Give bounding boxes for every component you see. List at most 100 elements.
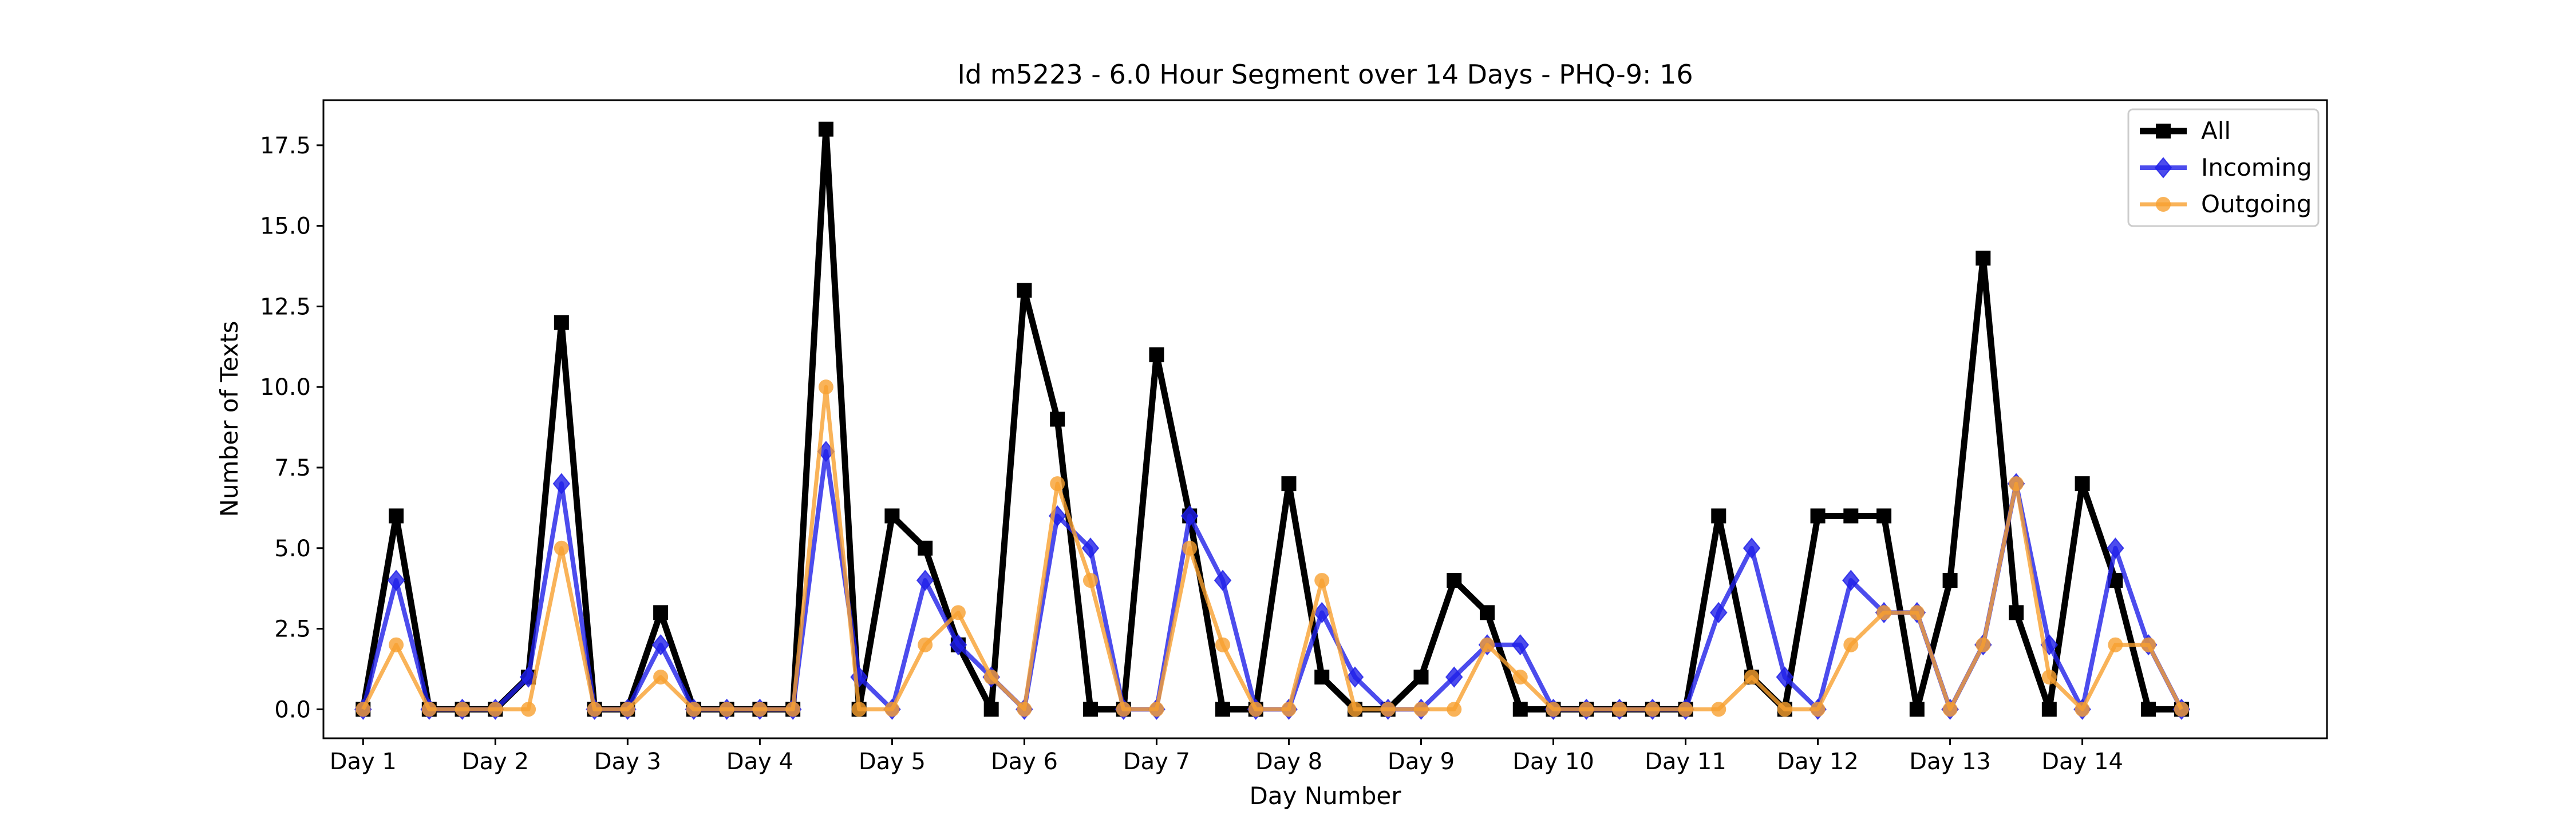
y-tick-label: 5.0 xyxy=(274,536,311,562)
data-point-outgoing xyxy=(1645,702,1660,717)
data-point-outgoing xyxy=(2141,637,2156,652)
legend-label-incoming: Incoming xyxy=(2201,153,2312,181)
x-tick-label: Day 4 xyxy=(726,749,793,775)
legend-marker-outgoing xyxy=(2156,197,2171,212)
x-tick-label: Day 14 xyxy=(2041,749,2123,775)
data-point-outgoing xyxy=(653,670,669,685)
data-point-outgoing xyxy=(521,702,536,717)
data-point-outgoing xyxy=(455,702,470,717)
data-point-outgoing xyxy=(1579,702,1594,717)
data-point-outgoing xyxy=(1843,637,1859,652)
data-point-outgoing xyxy=(1380,702,1396,717)
data-point-outgoing xyxy=(818,379,833,395)
data-point-all xyxy=(2009,605,2024,620)
series-line-all xyxy=(359,126,2182,713)
data-point-outgoing xyxy=(1546,702,1561,717)
data-point-incoming xyxy=(1743,537,1761,559)
data-point-all xyxy=(1050,411,1065,427)
data-point-outgoing xyxy=(785,702,801,717)
data-point-all xyxy=(2141,702,2156,717)
x-tick-label: Day 10 xyxy=(1512,749,1594,775)
x-axis-label: Day Number xyxy=(1249,782,1401,810)
data-point-outgoing xyxy=(2174,702,2189,717)
x-tick-label: Day 1 xyxy=(330,749,397,775)
data-point-outgoing xyxy=(1215,637,1230,652)
legend: All Incoming Outgoing xyxy=(2127,108,2320,227)
data-point-incoming xyxy=(916,569,934,591)
x-tick-label: Day 8 xyxy=(1255,749,1322,775)
data-point-all xyxy=(1447,573,1462,588)
data-point-outgoing xyxy=(686,702,701,717)
y-axis-label: Number of Texts xyxy=(215,321,243,517)
data-point-outgoing xyxy=(1182,540,1198,556)
data-point-incoming xyxy=(1842,569,1860,591)
data-point-outgoing xyxy=(950,605,966,620)
data-point-all xyxy=(1810,508,1826,524)
x-tick-label: Day 7 xyxy=(1123,749,1190,775)
data-point-incoming xyxy=(1709,602,1728,623)
x-tick-label: Day 6 xyxy=(991,749,1058,775)
data-point-all xyxy=(1942,573,1958,588)
data-point-outgoing xyxy=(488,702,503,717)
data-point-outgoing xyxy=(1050,476,1065,492)
data-point-all xyxy=(1976,250,1991,266)
data-point-outgoing xyxy=(752,702,768,717)
data-point-outgoing xyxy=(1678,702,1693,717)
legend-marker-incoming xyxy=(2154,157,2172,179)
data-point-incoming xyxy=(1511,634,1530,656)
data-point-outgoing xyxy=(1149,702,1164,717)
data-point-incoming xyxy=(949,634,967,656)
data-point-all xyxy=(554,315,569,330)
y-tick-label: 15.0 xyxy=(260,213,311,240)
y-tick-label: 12.5 xyxy=(260,294,311,320)
series-lines xyxy=(354,121,2191,720)
data-point-outgoing xyxy=(421,702,437,717)
data-point-outgoing xyxy=(1480,637,1495,652)
data-point-all xyxy=(1215,702,1230,717)
y-tick-label: 0.0 xyxy=(274,697,311,723)
data-point-all xyxy=(1876,508,1892,524)
data-point-incoming xyxy=(1313,602,1331,623)
data-point-all xyxy=(1909,702,1925,717)
data-point-outgoing xyxy=(2009,476,2024,492)
series-line-outgoing xyxy=(361,385,2183,711)
data-point-all xyxy=(2041,702,2057,717)
legend-label-all: All xyxy=(2201,117,2231,145)
series-all xyxy=(355,121,2189,717)
data-point-outgoing xyxy=(389,637,404,652)
data-point-all xyxy=(1281,476,1297,492)
data-point-outgoing xyxy=(1281,702,1297,717)
legend-box xyxy=(2127,108,2320,227)
data-point-all xyxy=(1480,605,1495,620)
legend-marker-all xyxy=(2156,124,2171,139)
data-point-incoming xyxy=(1081,537,1100,559)
x-tick-label: Day 12 xyxy=(1777,749,1859,775)
data-point-all xyxy=(389,508,404,524)
data-point-all xyxy=(1149,347,1164,362)
data-point-incoming xyxy=(552,473,571,494)
y-tick-label: 10.0 xyxy=(260,374,311,401)
data-point-outgoing xyxy=(1314,573,1330,588)
data-point-outgoing xyxy=(554,540,569,556)
data-point-outgoing xyxy=(1612,702,1627,717)
data-point-all xyxy=(983,702,999,717)
data-point-outgoing xyxy=(1909,605,1925,620)
data-point-outgoing xyxy=(1810,702,1826,717)
data-point-incoming xyxy=(1214,569,1232,591)
data-point-outgoing xyxy=(983,670,999,685)
data-point-outgoing xyxy=(587,702,602,717)
data-point-outgoing xyxy=(884,702,900,717)
data-point-all xyxy=(1017,283,1032,298)
data-point-incoming xyxy=(1180,505,1199,527)
data-point-all xyxy=(1711,508,1726,524)
data-point-outgoing xyxy=(1976,637,1991,652)
data-point-incoming xyxy=(387,569,405,591)
data-point-outgoing xyxy=(1777,702,1792,717)
data-point-outgoing xyxy=(1413,702,1429,717)
data-point-all xyxy=(1512,702,1528,717)
data-point-outgoing xyxy=(1744,670,1760,685)
data-point-all xyxy=(2075,476,2090,492)
y-tick-label: 2.5 xyxy=(274,616,311,643)
data-point-outgoing xyxy=(1711,702,1726,717)
